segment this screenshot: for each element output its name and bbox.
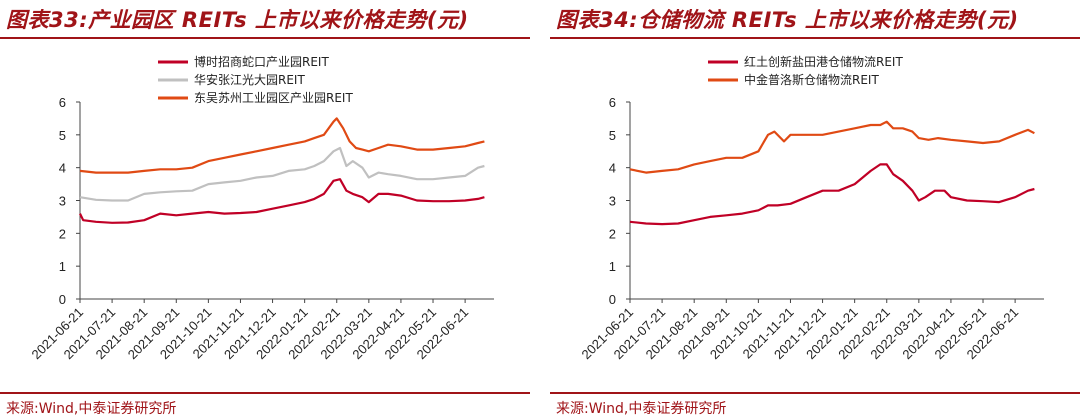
y-tick-label: 3 [59,194,66,209]
series-line-1 [79,178,485,224]
source-note: 来源:Wind,中泰证券研究所 [556,401,727,417]
chart-title: 图表34:仓储物流 REITs 上市以来价格走势(元) [556,8,1019,32]
legend-label: 红土创新盐田港仓储物流REIT [744,54,903,69]
source-note: 来源:Wind,中泰证券研究所 [6,401,177,417]
y-tick-label: 6 [609,95,616,110]
source-rule [550,392,1080,394]
title-rule [0,37,530,39]
series-line-1 [629,163,1035,226]
y-tick-label: 0 [609,292,616,307]
y-tick-label: 0 [59,292,66,307]
y-tick-label: 1 [609,259,616,274]
y-tick-label: 2 [59,226,66,241]
y-tick-label: 5 [59,128,66,143]
y-tick-label: 3 [609,194,616,209]
y-tick-label: 6 [59,95,66,110]
title-rule [550,37,1080,39]
series-line-2 [629,120,1035,174]
legend-label: 华安张江光大园REIT [194,72,305,87]
legend-label: 博时招商蛇口产业园REIT [194,54,329,69]
source-rule [0,392,530,394]
y-tick-label: 2 [609,226,616,241]
left-chart-panel: 图表33:产业园区 REITs 上市以来价格走势(元) 0 1 2 3 4 5 6 2021-… [0,0,530,418]
series-line-3 [79,117,485,174]
right-chart-panel: 图表34:仓储物流 REITs 上市以来价格走势(元) 0 1 2 3 4 5 6 2021-… [550,0,1080,418]
y-tick-label: 4 [609,161,616,176]
legend-label: 中金普洛斯仓储物流REIT [744,72,879,87]
y-tick-label: 1 [59,259,66,274]
series-line-2 [79,146,485,202]
line-chart: 01234562021-06-212021-07-212021-08-21202… [578,54,1044,362]
line-chart: 01234562021-06-212021-07-212021-08-21202… [28,54,494,362]
legend-label: 东吴苏州工业园区产业园REIT [194,91,353,105]
chart-title: 图表33:产业园区 REITs 上市以来价格走势(元) [6,8,469,32]
y-tick-label: 4 [59,161,66,176]
y-tick-label: 5 [609,128,616,143]
